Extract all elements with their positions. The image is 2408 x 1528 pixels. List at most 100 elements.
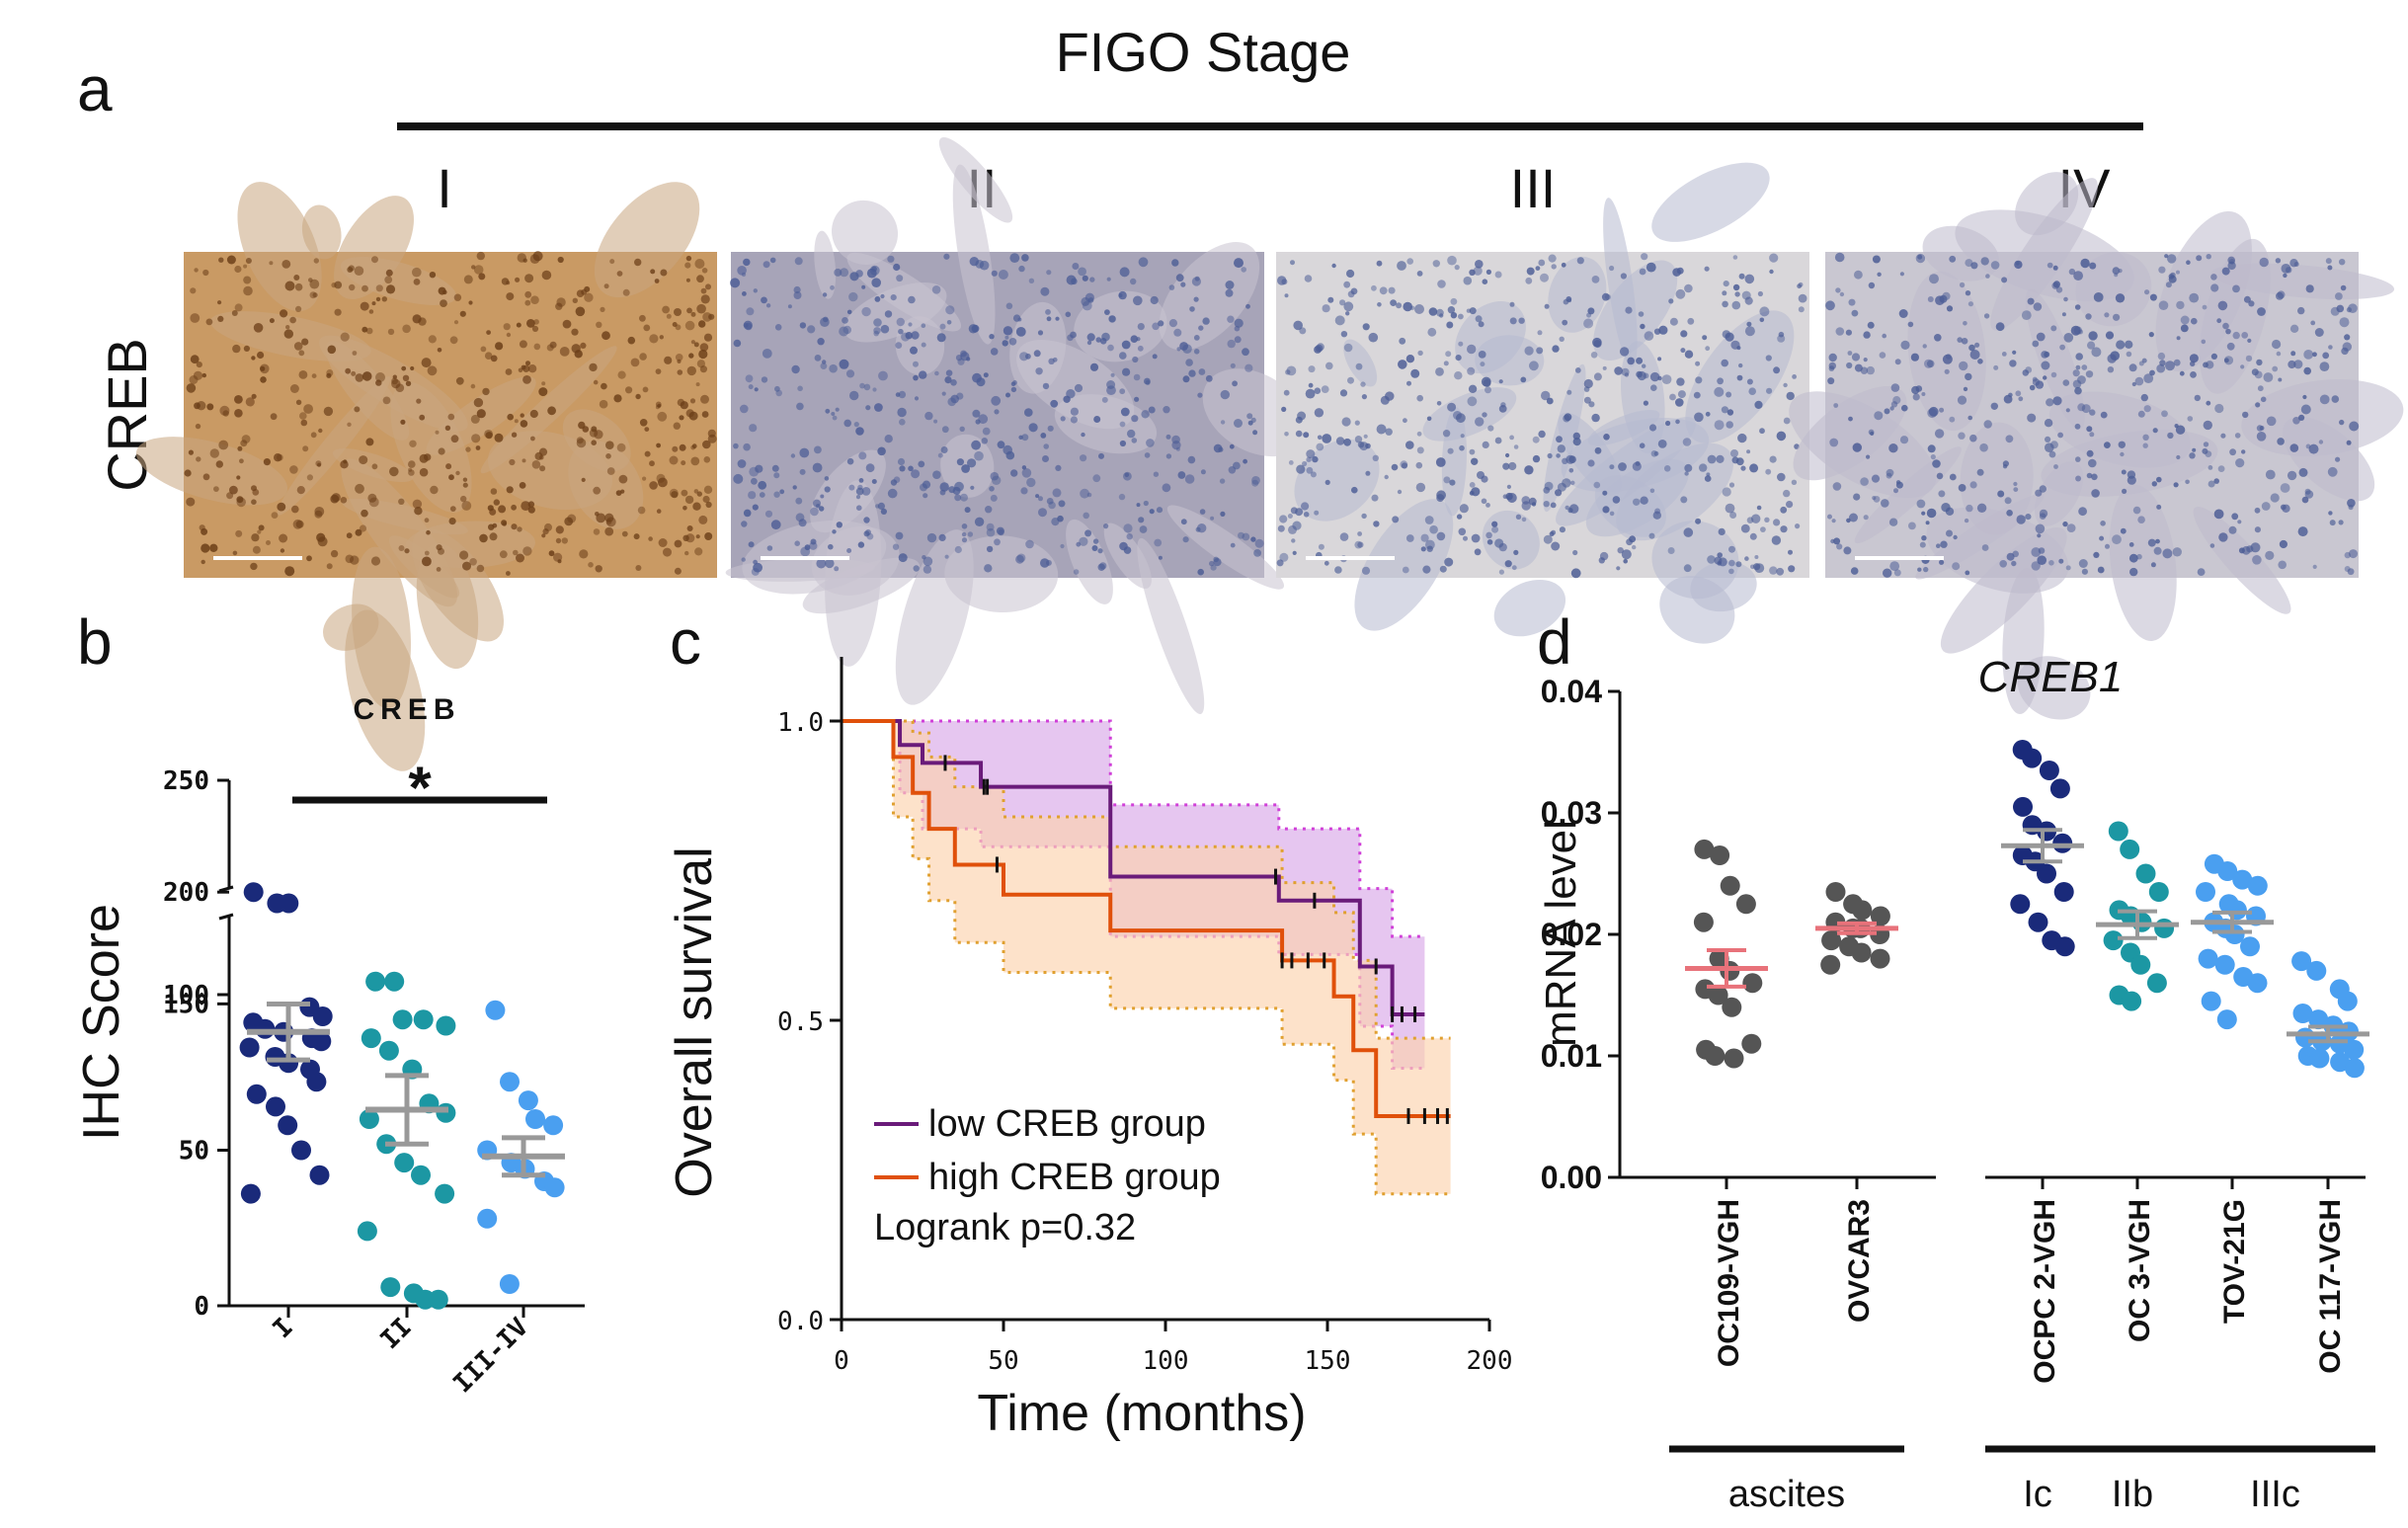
group-label: IIIc — [2250, 1474, 2300, 1515]
cell-nucleus — [371, 301, 376, 306]
cell-nucleus — [300, 419, 308, 427]
cell-nucleus — [2254, 370, 2263, 379]
cell-nucleus — [1583, 378, 1593, 389]
cell-nucleus — [1306, 449, 1316, 459]
cell-nucleus — [1103, 523, 1109, 529]
cell-nucleus — [741, 521, 748, 527]
cell-nucleus — [1104, 309, 1110, 315]
cell-nucleus — [1551, 264, 1557, 270]
cell-nucleus — [1131, 438, 1138, 443]
cell-nucleus — [2298, 414, 2305, 421]
cell-nucleus — [1949, 255, 1957, 263]
cell-nucleus — [1443, 476, 1451, 484]
cell-nucleus — [944, 554, 949, 559]
cell-nucleus — [840, 268, 849, 278]
cell-nucleus — [1327, 296, 1334, 303]
cell-nucleus — [1731, 300, 1741, 310]
cell-nucleus — [1321, 385, 1329, 393]
cell-nucleus — [1556, 436, 1563, 443]
cell-nucleus — [764, 510, 773, 518]
cell-nucleus — [499, 550, 508, 559]
cell-nucleus — [1234, 318, 1244, 328]
cell-nucleus — [1296, 464, 1306, 474]
cell-nucleus — [559, 347, 570, 357]
cell-nucleus — [1130, 335, 1139, 344]
cell-nucleus — [1748, 387, 1756, 396]
cell-nucleus — [2053, 464, 2058, 469]
cell-nucleus — [971, 440, 981, 450]
cell-nucleus — [219, 405, 230, 416]
ci-upper-line — [842, 719, 1451, 1040]
cell-nucleus — [2122, 488, 2127, 494]
cell-nucleus — [2197, 568, 2206, 576]
cell-nucleus — [1048, 358, 1055, 364]
cell-nucleus — [1314, 510, 1320, 516]
cell-nucleus — [834, 268, 843, 277]
cell-nucleus — [793, 291, 802, 299]
cell-nucleus — [1520, 376, 1527, 383]
cell-nucleus — [400, 419, 406, 425]
cell-nucleus — [2349, 549, 2358, 559]
cell-nucleus — [1225, 281, 1235, 289]
data-point — [380, 1277, 401, 1298]
cell-nucleus — [1926, 508, 1937, 519]
cell-nucleus — [2194, 394, 2201, 402]
cell-nucleus — [695, 534, 700, 539]
cell-nucleus — [1308, 382, 1314, 388]
cell-nucleus — [2052, 396, 2062, 406]
cell-nucleus — [253, 323, 264, 333]
cell-nucleus — [1202, 317, 1210, 325]
cell-nucleus — [2150, 562, 2156, 568]
tissue-region — [2034, 461, 2084, 526]
cell-nucleus — [702, 440, 711, 449]
cell-nucleus — [989, 334, 995, 340]
data-point — [2309, 1048, 2330, 1069]
cell-nucleus — [1141, 410, 1150, 419]
x-tick-label: 150 — [1305, 1346, 1351, 1376]
cell-nucleus — [506, 292, 515, 301]
cell-nucleus — [398, 545, 405, 551]
cell-nucleus — [1537, 330, 1543, 336]
cell-nucleus — [2004, 497, 2012, 505]
data-point — [392, 1009, 413, 1030]
cell-nucleus — [2256, 432, 2267, 442]
cell-nucleus — [1171, 435, 1180, 444]
cell-nucleus — [298, 350, 305, 357]
cell-nucleus — [1783, 417, 1791, 425]
cell-nucleus — [593, 486, 602, 495]
cell-nucleus — [857, 541, 865, 548]
data-point — [544, 1177, 565, 1198]
cell-nucleus — [531, 325, 539, 332]
cell-nucleus — [2179, 370, 2185, 376]
cell-nucleus — [790, 453, 796, 458]
data-point — [2295, 1027, 2315, 1048]
cell-nucleus — [1194, 276, 1200, 281]
cell-nucleus — [986, 523, 995, 531]
cell-nucleus — [435, 430, 440, 435]
cell-nucleus — [1357, 541, 1364, 548]
cell-nucleus — [2256, 425, 2264, 432]
tissue-region — [843, 282, 947, 343]
cell-nucleus — [1871, 474, 1881, 483]
cell-nucleus — [698, 320, 706, 328]
cell-nucleus — [302, 445, 309, 452]
cell-nucleus — [487, 505, 494, 512]
cell-nucleus — [1798, 281, 1804, 287]
cell-nucleus — [1957, 337, 1963, 343]
cell-nucleus — [685, 278, 690, 282]
cell-nucleus — [1529, 361, 1539, 371]
cell-nucleus — [1648, 532, 1655, 539]
data-point — [525, 1109, 545, 1129]
cell-nucleus — [1458, 313, 1464, 320]
tissue-region — [1054, 394, 1158, 454]
cell-nucleus — [1384, 474, 1389, 480]
cell-nucleus — [215, 460, 223, 468]
cell-nucleus — [532, 251, 543, 262]
cell-nucleus — [950, 379, 957, 386]
cell-nucleus — [1242, 348, 1249, 357]
cell-nucleus — [1868, 281, 1876, 289]
cell-nucleus — [911, 469, 921, 479]
cell-nucleus — [231, 310, 238, 316]
cell-nucleus — [412, 267, 422, 278]
